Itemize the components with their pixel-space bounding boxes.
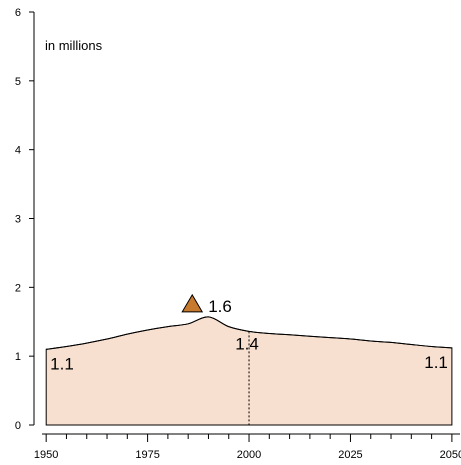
x-tick-label: 2025 <box>338 449 362 461</box>
end-value-label: 1.1 <box>424 353 448 372</box>
x-tick-label: 2050 <box>440 449 461 461</box>
y-tick-label: 2 <box>15 282 21 294</box>
x-tick-label: 1950 <box>34 449 58 461</box>
peak-value-label: 1.6 <box>208 297 232 316</box>
y-tick-label: 1 <box>15 351 21 363</box>
unit-label: in millions <box>45 38 103 53</box>
x-tick-label: 2000 <box>237 449 261 461</box>
y-tick-label: 5 <box>15 76 21 88</box>
y-tick-label: 0 <box>15 420 21 432</box>
reference-value-label: 1.4 <box>235 334 259 353</box>
y-tick-label: 4 <box>15 145 21 157</box>
x-axis: 1950 1975 2000 2025 2050 <box>34 434 461 461</box>
y-tick-label: 6 <box>15 7 21 19</box>
y-tick-label: 3 <box>15 214 21 226</box>
start-value-label: 1.1 <box>50 354 74 373</box>
y-axis: 0 1 2 3 4 5 6 <box>15 7 34 432</box>
peak-triangle-marker <box>182 295 202 312</box>
x-tick-label: 1975 <box>135 449 159 461</box>
